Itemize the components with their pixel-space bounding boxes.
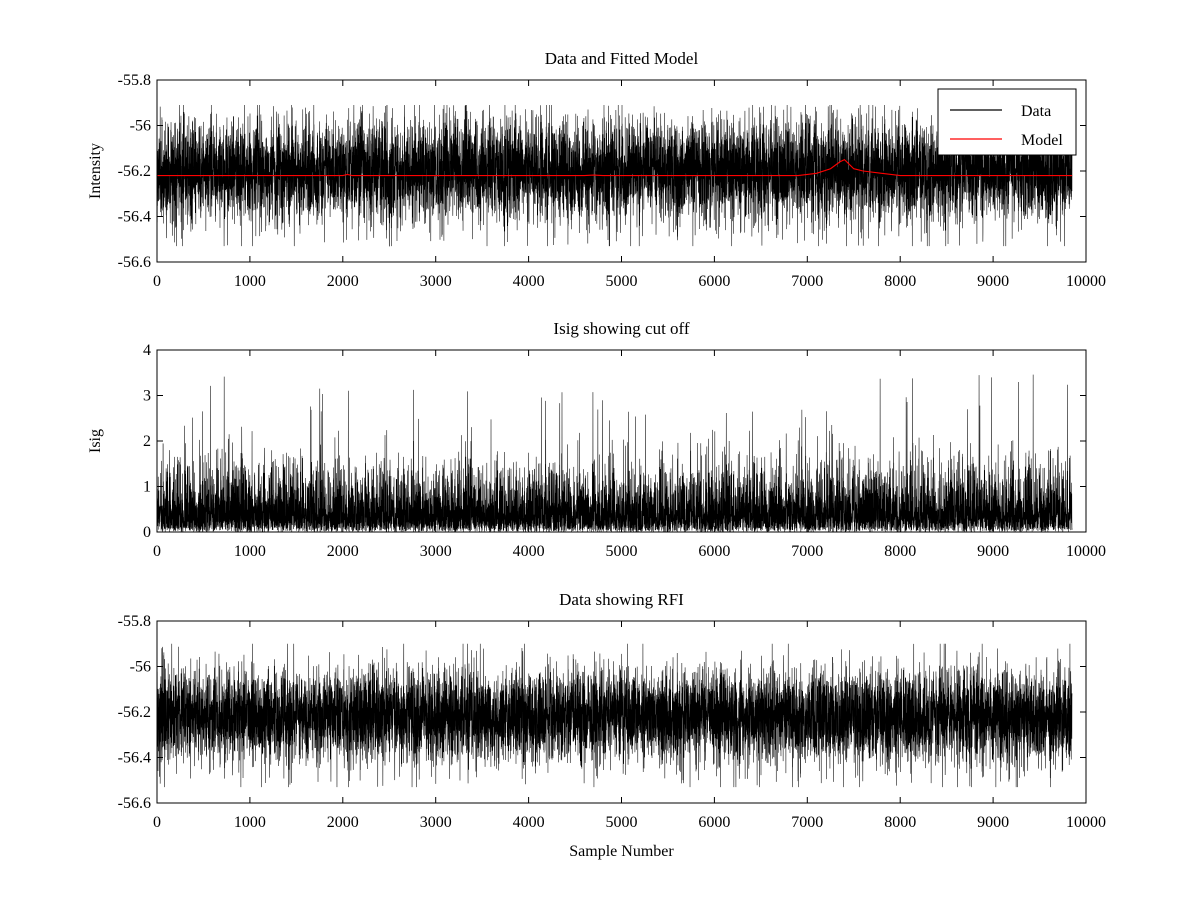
y-axis-label: Intensity: [87, 143, 104, 199]
series-line-data: [157, 105, 1073, 247]
chart-panel-3: 0 1000 2000 3000 4000 5000 6000 7000 8000 9000 100…: [118, 590, 1106, 860]
x-tick-label: 9000: [977, 814, 1009, 831]
x-tick-label: 5000: [606, 814, 638, 831]
x-tick-label: 1000: [234, 814, 266, 831]
chart-title: Data showing RFI: [559, 590, 684, 609]
x-tick-label: 7000: [791, 543, 823, 560]
chart-panel-1: 0 1000 2000 3000 4000 5000 6000 7000 8000 9000 100…: [87, 49, 1106, 290]
series-group: [157, 643, 1073, 788]
x-tick-label: 0: [153, 273, 161, 290]
series-group: [157, 374, 1073, 532]
y-tick-label: -56.6: [118, 795, 151, 812]
x-tick-label: 0: [153, 543, 161, 560]
x-tick-label: 4000: [513, 273, 545, 290]
y-tick-label: -56.2: [118, 163, 151, 180]
x-tick-label: 6000: [698, 543, 730, 560]
x-tick-label: 1000: [234, 543, 266, 560]
series-line-data: [157, 643, 1073, 788]
x-tick-label: 7000: [791, 814, 823, 831]
y-tick-label: -55.8: [118, 613, 151, 630]
x-tick-label: 10000: [1066, 273, 1106, 290]
chart-panel-2: 0 1000 2000 3000 4000 5000 6000 7000 8000 9000 100…: [87, 319, 1106, 560]
y-tick-label: 0: [143, 524, 151, 541]
y-tick-label: 1: [143, 479, 151, 496]
legend-label-model: Model: [1021, 132, 1063, 149]
x-tick-label: 6000: [698, 814, 730, 831]
chart-title: Data and Fitted Model: [545, 49, 699, 68]
x-tick-label: 5000: [606, 543, 638, 560]
series-group: [157, 105, 1073, 247]
y-tick-label: -55.8: [118, 72, 151, 89]
x-tick-label: 1000: [234, 273, 266, 290]
y-tick-label: -56.2: [118, 704, 151, 721]
y-tick-label: -56.4: [118, 209, 151, 226]
series-line-data: [157, 374, 1073, 532]
y-axis-label: Isig: [87, 429, 104, 453]
x-tick-label: 3000: [420, 814, 452, 831]
y-tick-label: 4: [143, 342, 151, 359]
y-tick-label: 3: [143, 388, 151, 405]
x-tick-label: 2000: [327, 543, 359, 560]
x-axis-label: Sample Number: [569, 843, 674, 860]
x-tick-label: 7000: [791, 273, 823, 290]
y-tick-label: -56.6: [118, 254, 151, 271]
x-tick-label: 0: [153, 814, 161, 831]
y-tick-label: -56: [130, 118, 151, 135]
x-tick-label: 8000: [884, 543, 916, 560]
x-tick-label: 2000: [327, 814, 359, 831]
series-line-model: [157, 158, 1073, 177]
y-tick-label: -56: [130, 659, 151, 676]
legend: Data Model: [937, 88, 1077, 156]
legend-box: [937, 88, 1077, 156]
chart-title: Isig showing cut off: [553, 319, 689, 338]
x-tick-label: 6000: [698, 273, 730, 290]
x-tick-label: 8000: [884, 814, 916, 831]
x-tick-label: 10000: [1066, 814, 1106, 831]
x-tick-label: 4000: [513, 814, 545, 831]
x-tick-label: 3000: [420, 543, 452, 560]
x-tick-label: 9000: [977, 543, 1009, 560]
legend-label-data: Data: [1021, 103, 1051, 120]
x-tick-label: 2000: [327, 273, 359, 290]
x-tick-label: 10000: [1066, 543, 1106, 560]
y-tick-label: 2: [143, 433, 151, 450]
y-tick-label: -56.4: [118, 750, 151, 767]
x-tick-label: 9000: [977, 273, 1009, 290]
x-tick-label: 3000: [420, 273, 452, 290]
x-tick-label: 5000: [606, 273, 638, 290]
x-tick-label: 8000: [884, 273, 916, 290]
x-tick-label: 4000: [513, 543, 545, 560]
